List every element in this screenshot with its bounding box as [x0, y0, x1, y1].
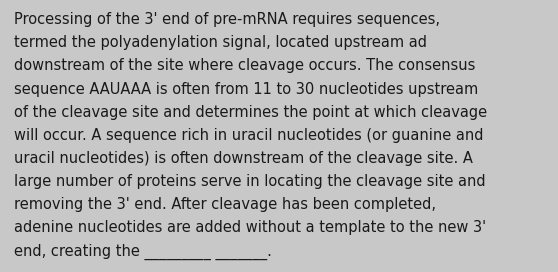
Text: uracil nucleotides) is often downstream of the cleavage site. A: uracil nucleotides) is often downstream …: [14, 151, 473, 166]
Text: of the cleavage site and determines the point at which cleavage: of the cleavage site and determines the …: [14, 105, 487, 120]
Text: downstream of the site where cleavage occurs. The consensus: downstream of the site where cleavage oc…: [14, 58, 475, 73]
Text: sequence AAUAAA is often from 11 to 30 nucleotides upstream: sequence AAUAAA is often from 11 to 30 n…: [14, 82, 478, 97]
Text: termed the polyadenylation signal, located upstream ad: termed the polyadenylation signal, locat…: [14, 35, 427, 50]
Text: end, creating the _________ _______.: end, creating the _________ _______.: [14, 243, 272, 260]
Text: Processing of the 3' end of pre-mRNA requires sequences,: Processing of the 3' end of pre-mRNA req…: [14, 12, 440, 27]
Text: large number of proteins serve in locating the cleavage site and: large number of proteins serve in locati…: [14, 174, 485, 189]
Text: will occur. A sequence rich in uracil nucleotides (or guanine and: will occur. A sequence rich in uracil nu…: [14, 128, 483, 143]
Text: removing the 3' end. After cleavage has been completed,: removing the 3' end. After cleavage has …: [14, 197, 436, 212]
Text: adenine nucleotides are added without a template to the new 3': adenine nucleotides are added without a …: [14, 220, 486, 235]
